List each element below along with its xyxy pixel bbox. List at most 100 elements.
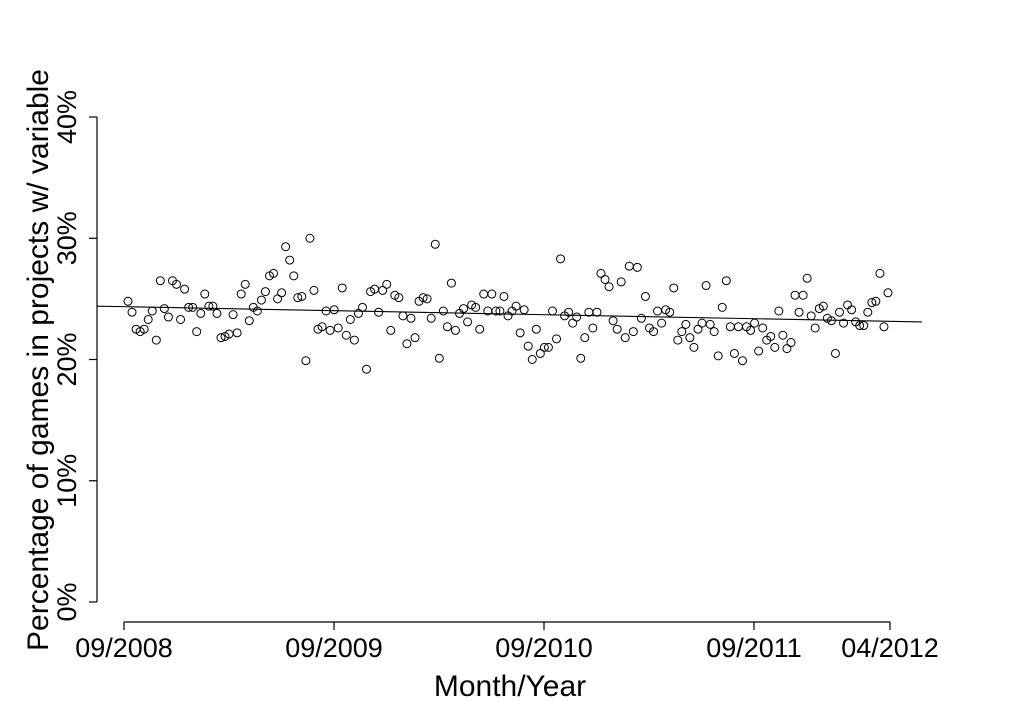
data-point (721, 276, 731, 286)
data-point (689, 342, 699, 352)
data-point (778, 330, 788, 340)
data-point (406, 313, 416, 323)
data-point (176, 314, 186, 324)
data-point (378, 285, 388, 295)
x-axis-title: Month/Year (434, 670, 586, 703)
data-point (539, 342, 549, 352)
data-point (580, 333, 590, 343)
data-point (883, 288, 893, 298)
x-tick-label: 09/2008 (75, 633, 173, 663)
data-point (301, 356, 311, 366)
data-point (252, 306, 262, 316)
data-point (596, 268, 606, 278)
data-point (790, 290, 800, 300)
data-point (236, 289, 246, 299)
data-point (628, 327, 638, 337)
data-point (552, 334, 562, 344)
y-axis-title: Percentage of games in projects w/ varia… (22, 69, 55, 651)
data-point (163, 312, 173, 322)
data-point (657, 318, 667, 328)
data-point (794, 307, 804, 317)
data-point (349, 335, 359, 345)
data-point (750, 318, 760, 328)
data-point (653, 306, 663, 316)
y-tick-label: 10% (52, 454, 82, 508)
data-point (410, 333, 420, 343)
data-point (733, 322, 743, 332)
data-point (192, 327, 202, 337)
data-point (487, 289, 497, 299)
y-tick-label: 0% (52, 582, 82, 621)
data-point (196, 308, 206, 318)
data-point (212, 308, 222, 318)
data-point (325, 325, 335, 335)
data-point (398, 311, 408, 321)
data-point (677, 327, 687, 337)
data-point (770, 342, 780, 352)
x-tick-label: 09/2009 (285, 633, 383, 663)
data-point (774, 306, 784, 316)
data-point (693, 324, 703, 334)
data-point (357, 302, 367, 312)
data-point (600, 274, 610, 284)
data-point (867, 298, 877, 308)
data-point (608, 316, 618, 326)
data-point (746, 325, 756, 335)
data-point (830, 348, 840, 358)
data-point (438, 306, 448, 316)
data-point (434, 353, 444, 363)
data-point (758, 323, 768, 333)
data-point (843, 300, 853, 310)
data-point (523, 341, 533, 351)
data-point (604, 282, 614, 292)
data-point (204, 301, 214, 311)
data-point (564, 307, 574, 317)
data-point (632, 262, 642, 272)
y-tick-label: 40% (52, 90, 82, 144)
data-point (531, 324, 541, 334)
data-point (665, 307, 675, 317)
data-point (754, 346, 764, 356)
data-point (127, 307, 137, 317)
data-point (285, 255, 295, 265)
data-point (123, 296, 133, 306)
data-point (806, 311, 816, 321)
data-point (576, 353, 586, 363)
data-point (281, 242, 291, 252)
data-point (172, 279, 182, 289)
y-axis: 0% 10% 20% 30% 40% (52, 90, 98, 622)
data-point (374, 307, 384, 317)
data-point (442, 322, 452, 332)
data-point (273, 294, 283, 304)
data-point (418, 293, 428, 303)
data-point (839, 318, 849, 328)
data-point (297, 291, 307, 301)
y-ticks: 0% 10% 20% 30% 40% (52, 90, 97, 622)
data-point (737, 356, 747, 366)
data-point (495, 306, 505, 316)
data-point (681, 319, 691, 329)
data-point (450, 325, 460, 335)
data-point (697, 318, 707, 328)
data-point (859, 321, 869, 331)
data-point (143, 314, 153, 324)
data-point (216, 333, 226, 343)
data-point (612, 324, 622, 334)
data-point (620, 333, 630, 343)
data-point (341, 330, 351, 340)
data-point (333, 323, 343, 333)
data-point (543, 342, 553, 352)
data-point (636, 313, 646, 323)
data-point (640, 291, 650, 301)
data-point (317, 322, 327, 332)
data-point (673, 335, 683, 345)
data-point (147, 306, 157, 316)
data-point (685, 333, 695, 343)
data-point (782, 344, 792, 354)
data-point (705, 319, 715, 329)
data-point (616, 277, 626, 287)
data-point (269, 268, 279, 278)
data-point (649, 327, 659, 337)
data-point (519, 305, 529, 315)
